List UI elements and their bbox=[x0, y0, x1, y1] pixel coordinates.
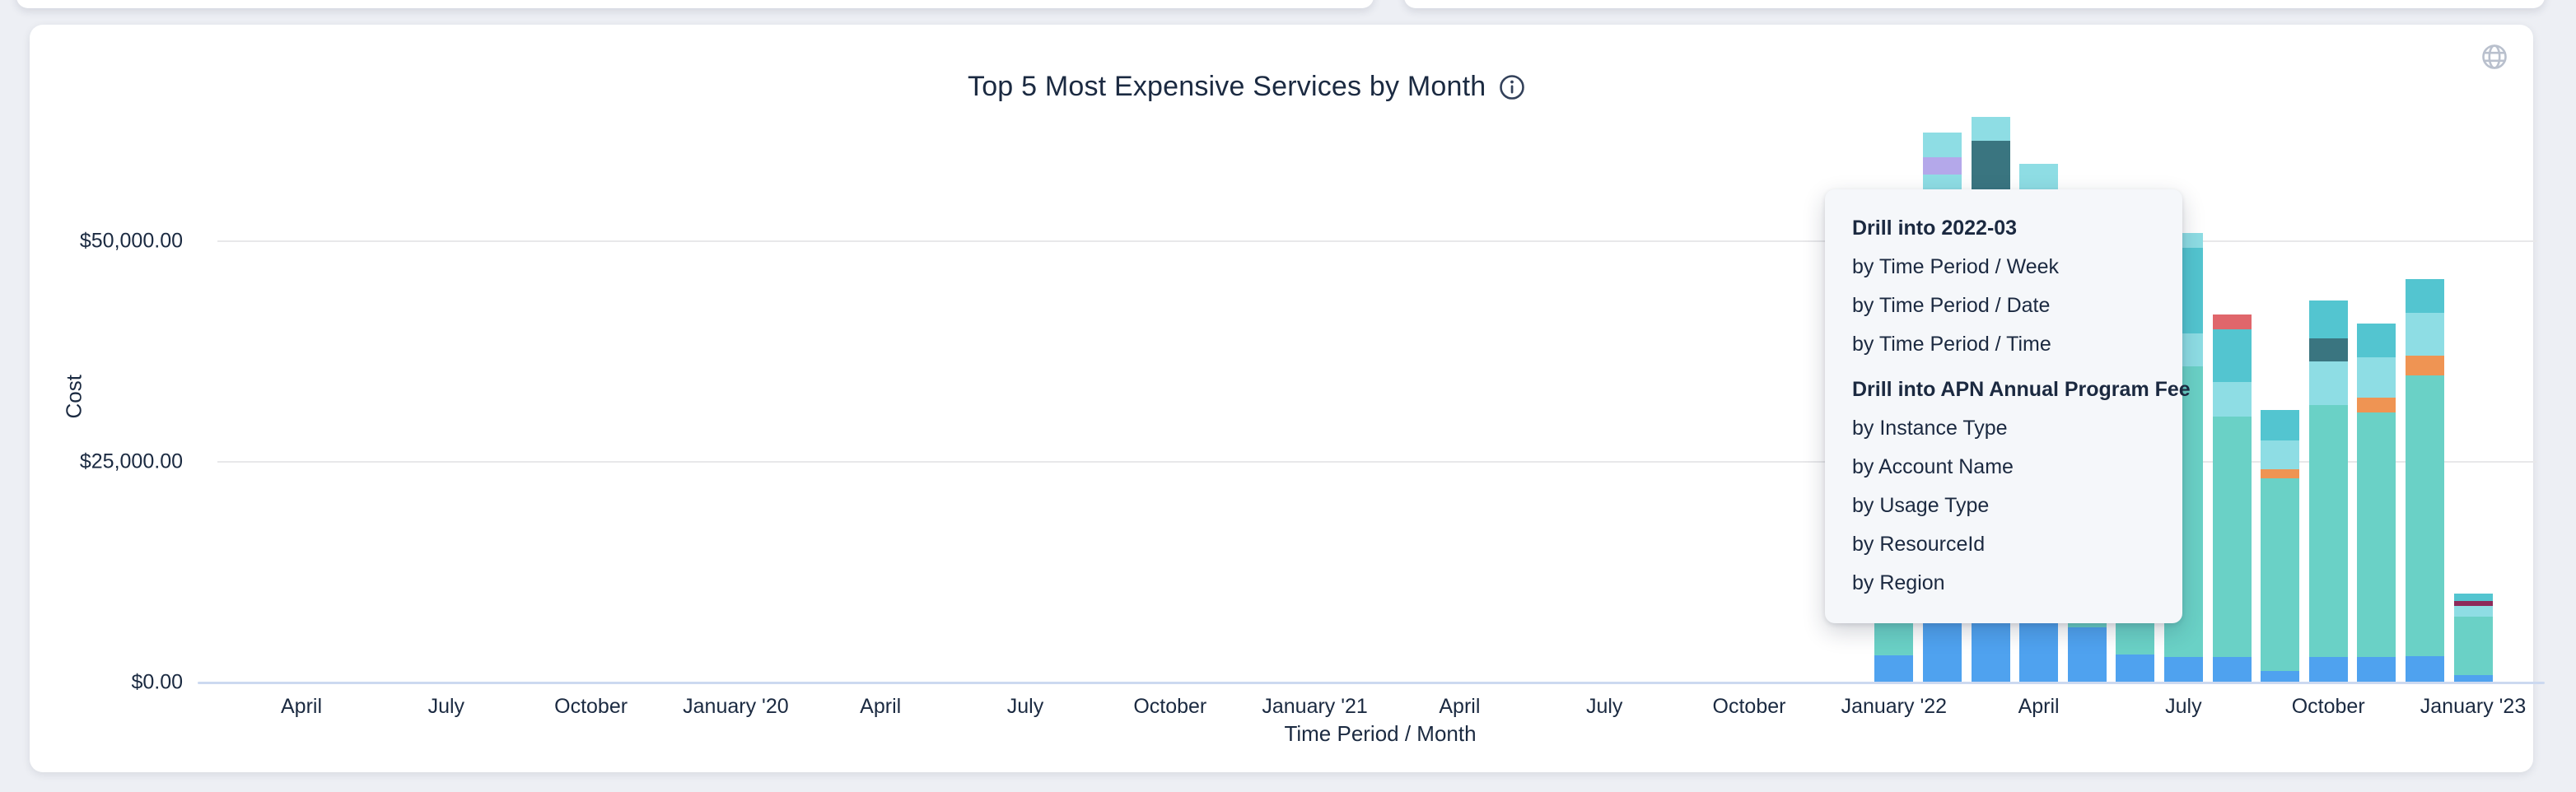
bar-segment-blue[interactable] bbox=[2357, 656, 2396, 682]
bar-segment-orange[interactable] bbox=[2405, 356, 2444, 376]
menu-item[interactable]: by Instance Type bbox=[1852, 417, 2008, 440]
x-tick-label: October bbox=[1133, 695, 1207, 718]
bar-segment-blue[interactable] bbox=[2163, 656, 2203, 682]
bar-segment-red[interactable] bbox=[2212, 314, 2252, 330]
bar-segment-orange[interactable] bbox=[2261, 468, 2300, 479]
x-tick-label: July bbox=[1006, 695, 1044, 718]
bar-segment-lightcyan[interactable] bbox=[2308, 361, 2348, 406]
bar-segment-seafoam[interactable] bbox=[2212, 417, 2252, 657]
bar-segment-lightcyan[interactable] bbox=[1971, 116, 2010, 141]
menu-header: Drill into APN Annual Program Fee bbox=[1852, 378, 2191, 401]
bar-segment-lightcyan[interactable] bbox=[2453, 605, 2493, 617]
card-above-right-bottom-edge bbox=[1404, 0, 2545, 8]
x-tick-label: October bbox=[554, 695, 628, 718]
menu-item[interactable]: by Usage Type bbox=[1852, 494, 1990, 517]
x-tick-label: October bbox=[1712, 695, 1786, 718]
bar-segment-seafoam[interactable] bbox=[2405, 375, 2444, 656]
drill-context-menu: Drill into 2022-03 by Time Period / Week b… bbox=[1825, 189, 2191, 623]
x-axis-line bbox=[198, 682, 2545, 684]
x-tick-label: July bbox=[427, 695, 465, 718]
x-tick-label: April bbox=[860, 695, 902, 718]
x-tick-label: January '20 bbox=[683, 695, 789, 718]
x-tick-label: January '21 bbox=[1262, 695, 1368, 718]
y-tick-label: $25,000.00 bbox=[79, 450, 183, 473]
x-tick-label: July bbox=[1585, 695, 1623, 718]
menu-item[interactable]: by Time Period / Date bbox=[1852, 294, 2051, 317]
y-tick-label: $50,000.00 bbox=[79, 229, 183, 253]
bar-segment-blue[interactable] bbox=[2067, 627, 2107, 682]
x-tick-label: April bbox=[280, 695, 322, 718]
stacked-bar-2022-09[interactable] bbox=[2261, 409, 2300, 682]
gridline bbox=[217, 461, 2536, 463]
stacked-bar-2022-11[interactable] bbox=[2357, 323, 2396, 682]
bar-segment-blue[interactable] bbox=[2453, 675, 2493, 682]
x-tick-label: April bbox=[2018, 695, 2060, 718]
stacked-bar-2022-08[interactable] bbox=[2212, 314, 2252, 682]
bar-segment-darkteal[interactable] bbox=[2308, 338, 2348, 361]
info-icon[interactable] bbox=[1499, 74, 1525, 100]
menu-header: Drill into 2022-03 bbox=[1852, 217, 2018, 240]
bar-segment-teal[interactable] bbox=[2261, 409, 2300, 441]
bar-segment-blue[interactable] bbox=[1971, 615, 2010, 682]
bar-segment-teal[interactable] bbox=[2453, 593, 2493, 602]
bar-segment-teal[interactable] bbox=[2405, 279, 2444, 313]
bar-segment-maroon[interactable] bbox=[2453, 601, 2493, 606]
bar-segment-lightcyan[interactable] bbox=[2212, 381, 2252, 417]
bar-segment-blue[interactable] bbox=[1874, 655, 1914, 682]
bar-segment-blue[interactable] bbox=[2405, 655, 2444, 682]
bar-segment-blue[interactable] bbox=[2212, 656, 2252, 682]
chart-header: Top 5 Most Expensive Services by Month bbox=[968, 71, 1525, 103]
bar-segment-lightcyan[interactable] bbox=[2357, 356, 2396, 398]
bar-segment-teal[interactable] bbox=[2357, 323, 2396, 357]
bar-segment-purple[interactable] bbox=[1922, 157, 1962, 175]
stacked-bar-2023-01[interactable] bbox=[2453, 593, 2493, 682]
stacked-bar-2022-10[interactable] bbox=[2308, 300, 2348, 682]
bar-segment-teal[interactable] bbox=[2212, 329, 2252, 382]
x-tick-label: January '23 bbox=[2420, 695, 2527, 718]
menu-item[interactable]: by Time Period / Time bbox=[1852, 333, 2051, 356]
chart-title: Top 5 Most Expensive Services by Month bbox=[968, 71, 1486, 102]
bar-segment-lightcyan[interactable] bbox=[2405, 312, 2444, 356]
bar-segment-blue[interactable] bbox=[2116, 654, 2155, 682]
menu-item[interactable]: by Account Name bbox=[1852, 455, 2014, 478]
x-axis-title: Time Period / Month bbox=[1284, 721, 1477, 746]
chart-card: Top 5 Most Expensive Services by Month C… bbox=[30, 25, 2545, 772]
bar-segment-lightcyan[interactable] bbox=[2261, 440, 2300, 469]
bar-segment-seafoam[interactable] bbox=[2453, 616, 2493, 676]
menu-item[interactable]: by Region bbox=[1852, 571, 1945, 594]
x-tick-label: July bbox=[2165, 695, 2202, 718]
y-axis-title: Cost bbox=[61, 375, 86, 419]
bar-segment-blue[interactable] bbox=[2261, 671, 2300, 682]
menu-item[interactable]: by ResourceId bbox=[1852, 533, 1986, 556]
y-tick-label: $0.00 bbox=[131, 670, 183, 694]
bar-segment-teal[interactable] bbox=[2308, 300, 2348, 338]
bar-segment-seafoam[interactable] bbox=[2308, 405, 2348, 657]
bar-segment-lightcyan[interactable] bbox=[1922, 133, 1962, 158]
x-tick-label: January '22 bbox=[1841, 695, 1948, 718]
bar-segment-seafoam[interactable] bbox=[2261, 478, 2300, 672]
bar-segment-blue[interactable] bbox=[2019, 615, 2059, 682]
stacked-bar-2022-12[interactable] bbox=[2405, 279, 2444, 682]
x-tick-label: April bbox=[1439, 695, 1481, 718]
bar-segment-blue[interactable] bbox=[2308, 656, 2348, 682]
menu-item[interactable]: by Time Period / Week bbox=[1852, 255, 2060, 278]
gridline bbox=[217, 240, 2536, 242]
x-tick-label: October bbox=[2291, 695, 2365, 718]
bar-segment-seafoam[interactable] bbox=[2357, 412, 2396, 657]
card-above-left-bottom-edge bbox=[16, 0, 1374, 8]
bar-segment-orange[interactable] bbox=[2357, 397, 2396, 413]
globe-icon[interactable] bbox=[2480, 43, 2508, 71]
bar-segment-blue[interactable] bbox=[1922, 615, 1962, 682]
